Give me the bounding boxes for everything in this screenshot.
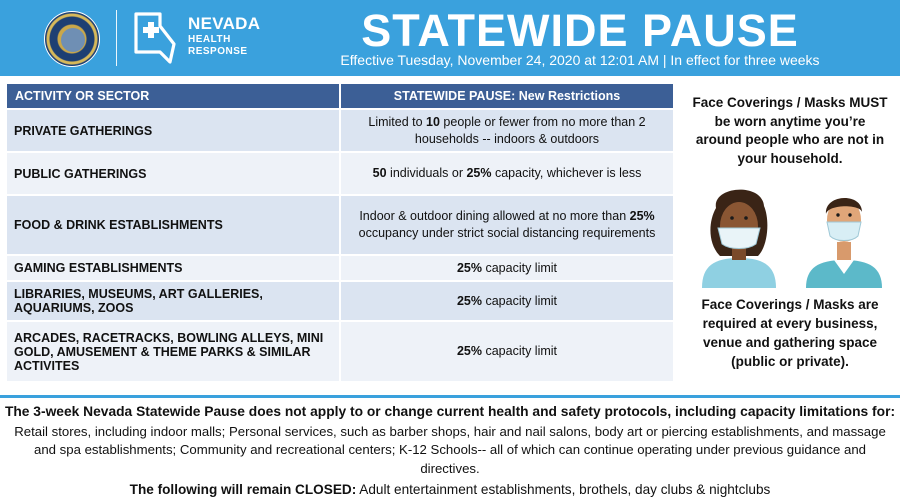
restriction-highlight: 25% (456, 293, 482, 308)
restriction-text: Indoor & outdoor dining allowed at no mo… (359, 209, 630, 224)
table-row: GAMING ESTABLISHMENTS 25% capacity limit (7, 254, 673, 281)
masked-people-illustration (702, 189, 882, 288)
restriction-highlight: 25% (466, 166, 492, 181)
restriction-text: capacity, whichever is less (491, 166, 642, 181)
restriction-text: occupancy under strict social distancing… (358, 226, 656, 240)
page-subtitle: Effective Tuesday, November 24, 2020 at … (340, 52, 820, 68)
restriction-text: people or fewer from no more than 2 hous… (414, 114, 646, 146)
restriction-highlight: 10 (426, 114, 440, 129)
nevada-state-seal-icon (44, 11, 100, 67)
footer-divider (0, 395, 900, 398)
table-row: PUBLIC GATHERINGS 50 individuals or 25% … (7, 151, 673, 195)
closed-notice: The following will remain CLOSED: Adult … (0, 482, 900, 497)
sector-cell: LIBRARIES, MUSEUMS, ART GALLERIES, AQUAR… (7, 280, 340, 321)
restriction-text: capacity limit (482, 260, 558, 275)
restriction-cell: Indoor & outdoor dining allowed at no mo… (339, 194, 673, 255)
restriction-cell: 25% capacity limit (339, 280, 673, 321)
brand-text: NEVADA HEALTH RESPONSE (188, 15, 260, 57)
restriction-highlight: 50 (372, 166, 387, 181)
header-divider (116, 10, 117, 66)
sector-cell: GAMING ESTABLISHMENTS (7, 254, 340, 281)
sector-cell: PRIVATE GATHERINGS (7, 108, 340, 152)
brand-line-2: HEALTH (188, 34, 231, 45)
mask-requirement-top: Face Coverings / Masks MUST be worn anyt… (692, 95, 888, 166)
closed-list: Adult entertainment establishments, brot… (356, 482, 771, 497)
restriction-text: individuals or (386, 166, 467, 181)
sector-cell: PUBLIC GATHERINGS (7, 151, 340, 195)
restriction-highlight: 25% (629, 209, 655, 224)
table-row: PRIVATE GATHERINGS Limited to 10 people … (7, 108, 673, 152)
restriction-text: capacity limit (482, 293, 558, 308)
restriction-text: capacity limit (482, 344, 558, 359)
table-row: LIBRARIES, MUSEUMS, ART GALLERIES, AQUAR… (7, 280, 673, 321)
table-row: ARCADES, RACETRACKS, BOWLING ALLEYS, MIN… (7, 320, 673, 381)
restriction-text: Limited to (368, 114, 427, 129)
page-title: STATEWIDE PAUSE (361, 5, 799, 56)
sector-cell: FOOD & DRINK ESTABLISHMENTS (7, 194, 340, 255)
restriction-highlight: 25% (456, 344, 482, 359)
column-header-activity: ACTIVITY OR SECTOR (7, 84, 340, 109)
footer-heading: The 3-week Nevada Statewide Pause does n… (4, 404, 896, 419)
table-row: FOOD & DRINK ESTABLISHMENTS Indoor & out… (7, 194, 673, 255)
header-banner: NEVADA HEALTH RESPONSE STATEWIDE PAUSE E… (0, 0, 900, 76)
restriction-cell: 25% capacity limit (339, 254, 673, 281)
restriction-cell: 25% capacity limit (339, 320, 673, 381)
man-with-mask-icon (806, 197, 882, 288)
restriction-cell: Limited to 10 people or fewer from no mo… (339, 108, 673, 152)
column-header-restrictions: STATEWIDE PAUSE: New Restrictions (339, 84, 673, 109)
table-header-row: ACTIVITY OR SECTOR STATEWIDE PAUSE: New … (7, 84, 673, 109)
restrictions-table: ACTIVITY OR SECTOR STATEWIDE PAUSE: New … (7, 84, 673, 381)
brand-line-1: NEVADA (188, 14, 261, 33)
nevada-health-response-logo-icon (134, 12, 176, 64)
brand-line-3: RESPONSE (188, 46, 248, 57)
sector-cell: ARCADES, RACETRACKS, BOWLING ALLEYS, MIN… (7, 320, 340, 381)
restriction-cell: 50 individuals or 25% capacity, whicheve… (339, 151, 673, 195)
woman-with-mask-icon (702, 189, 776, 288)
restriction-highlight: 25% (456, 260, 482, 275)
closed-lead: The following will remain CLOSED: (129, 482, 357, 497)
footer-body: Retail stores, including indoor malls; P… (14, 424, 886, 476)
mask-requirement-bottom: Face Coverings / Masks are required at e… (701, 297, 879, 369)
